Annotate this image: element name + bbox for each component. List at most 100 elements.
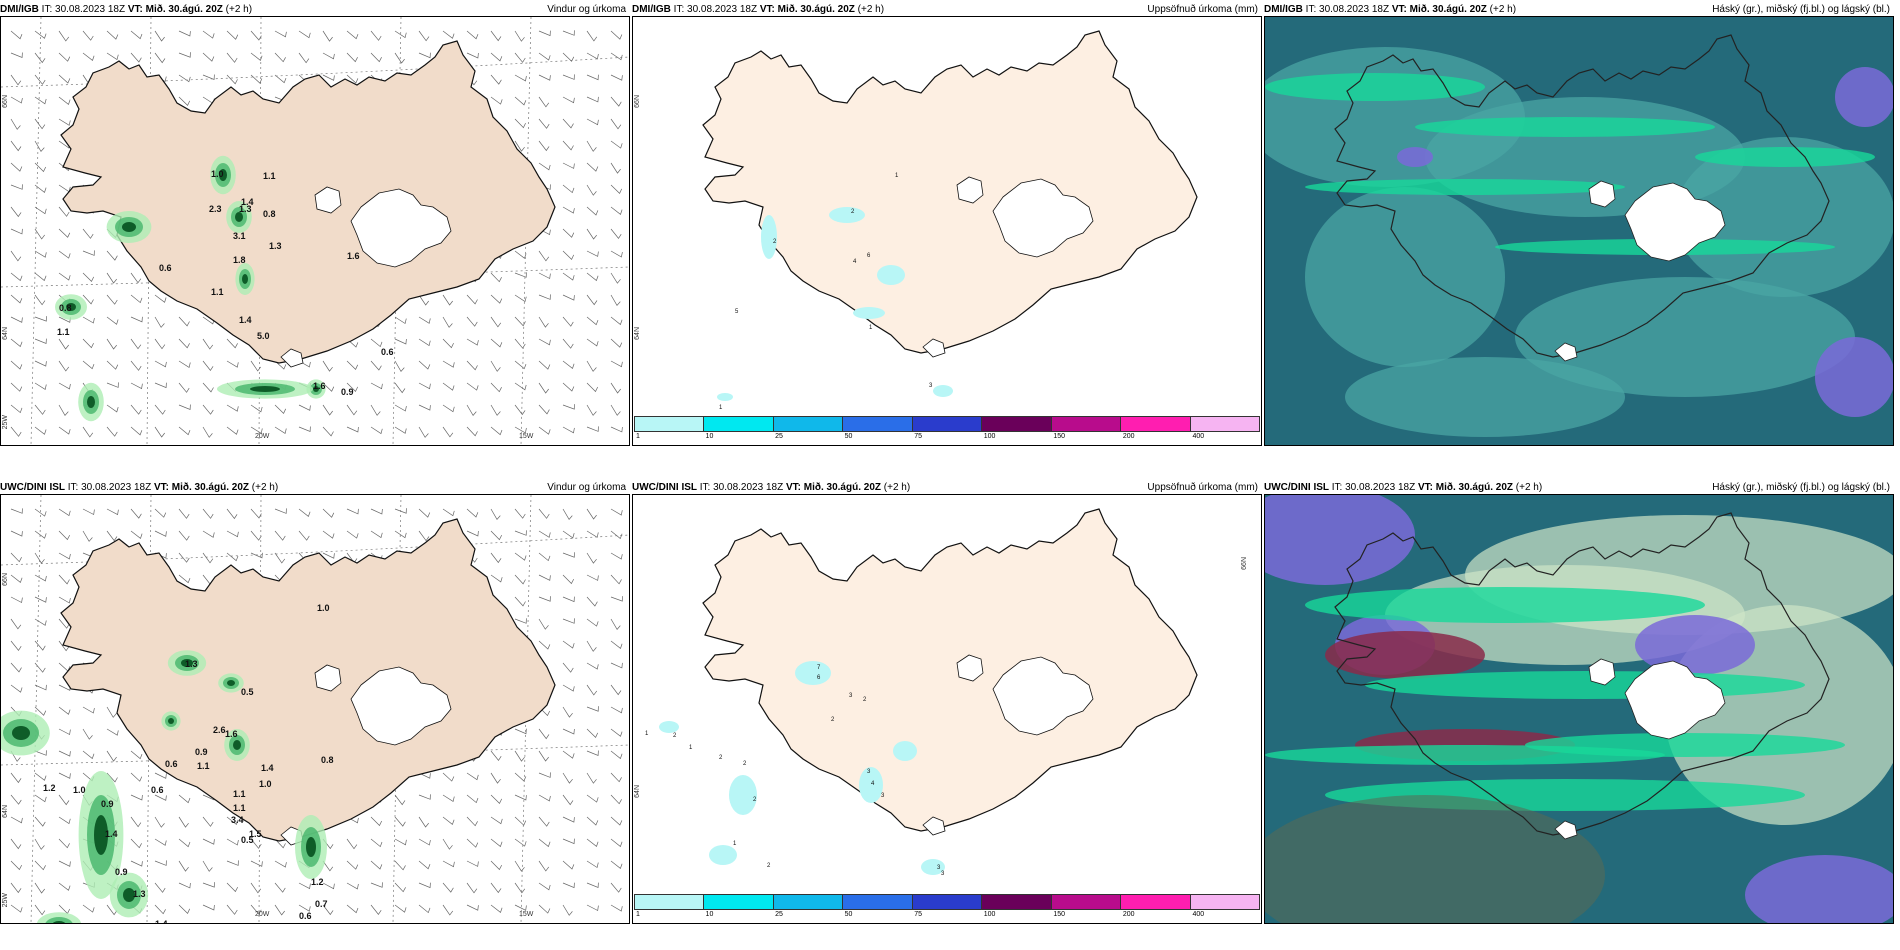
precip-area-core [87,396,95,408]
wind-barb [178,360,191,368]
wind-barb [586,640,597,652]
iceland-landmass [60,40,556,368]
wind-barb [130,530,143,539]
wind-barb [82,530,93,542]
high-cloud-band [1305,587,1705,623]
wind-barb [34,530,47,539]
wind-barb [586,96,599,103]
wind-barb [250,508,262,519]
lead-time: (+2 h) [1489,4,1517,15]
wind-barb [202,52,215,62]
wind-barb [538,74,551,81]
wind-barb [418,338,431,347]
wind-barb [250,74,263,84]
wind-barb [226,816,239,825]
wind-barb [346,904,359,914]
mid-cloud-area [1745,855,1893,923]
wind-barb [562,316,574,327]
accum-area [761,215,777,259]
wind-barb [226,52,238,63]
wind-barb [58,52,71,62]
precip-value-label: 1.1 [197,761,210,771]
wind-barb [586,228,597,240]
wind-barb [154,294,167,303]
glacier-outline [922,338,946,358]
wind-barb [202,882,215,888]
precip-value-label: 2 [851,209,855,215]
graticule-line [30,495,42,923]
wind-barb [370,508,383,515]
wind-barb [10,316,23,323]
wind-barb [466,860,479,867]
wind-barb [442,382,455,391]
wind-barb [178,904,191,914]
precip-value-label: 0.8 [321,755,334,765]
wind-barb [490,360,501,372]
wind-barb [514,794,527,801]
wind-barb [562,728,575,735]
wind-barb [586,816,599,826]
wind-barb [322,860,334,872]
wind-barb [538,882,551,891]
scale-swatch [704,895,774,909]
wind-barb [490,860,503,871]
wind-barb [10,184,23,190]
wind-barb [10,882,22,894]
wind-barb [538,30,551,37]
wind-barb [442,30,455,39]
wind-barb [178,574,191,584]
precip-value-label: 0.9 [195,747,208,757]
scale-tick-label: 400 [1192,433,1205,440]
wind-barb [442,838,453,850]
wind-barb [610,574,622,585]
precip-value-label: 1 [719,405,723,411]
wind-barb [34,662,46,673]
scale-ticks: 1 10 25 50 75 100 150 200 400 [634,911,1260,921]
wind-barb [346,882,359,890]
precip-area-core [123,888,135,902]
scale-tick-label: 400 [1192,911,1205,918]
wind-barb [34,750,47,756]
wind-barb [394,838,407,846]
wind-barb [178,338,190,349]
wind-barb [10,30,23,40]
panel-title: Uppsöfnuð úrkoma (mm) [1147,482,1258,493]
accum-area [659,721,679,733]
wind-barb [34,294,46,306]
lon-label: 15W [519,911,534,918]
wind-barb [10,816,23,824]
panel-header: UWC/DINI ISL IT: 30.08.2023 18Z VT: Mið.… [632,478,1262,498]
wind-barb [154,794,167,801]
wind-barb [562,294,575,301]
wind-barb [514,530,527,536]
wind-barb [178,508,190,519]
wind-barb [562,162,575,169]
wind-barb [10,596,23,604]
wind-barb [34,162,47,173]
map-canvas [1265,495,1893,923]
wind-barb [178,74,191,83]
wind-barb [58,382,71,390]
wind-barb [10,140,22,152]
wind-barb [442,508,455,517]
wind-barb [250,838,262,849]
wind-barb [10,382,23,392]
map-canvas: 1.0 1.1 1.4 2.3 1.3 0.8 3.1 1.3 1.8 1.6 0.6 1.1 0.8 1… [1,17,629,445]
glacier-outline [1624,182,1726,262]
wind-barb [562,360,575,369]
model-name: DMI/IGB [0,4,39,15]
wind-barb [370,426,383,435]
wind-barb [370,860,383,870]
precip-value-label: 0.6 [165,759,178,769]
wind-barb [82,728,93,740]
wind-barb [34,184,47,193]
precip-value-label: 1.1 [233,789,246,799]
low-cloud-area [1345,357,1625,437]
wind-barb [298,404,311,411]
graticule-line [520,495,532,923]
wind-barb [586,684,598,696]
wind-barb [418,404,431,411]
wind-barb [58,96,71,105]
wind-barb [538,404,550,415]
wind-barb [58,794,70,806]
